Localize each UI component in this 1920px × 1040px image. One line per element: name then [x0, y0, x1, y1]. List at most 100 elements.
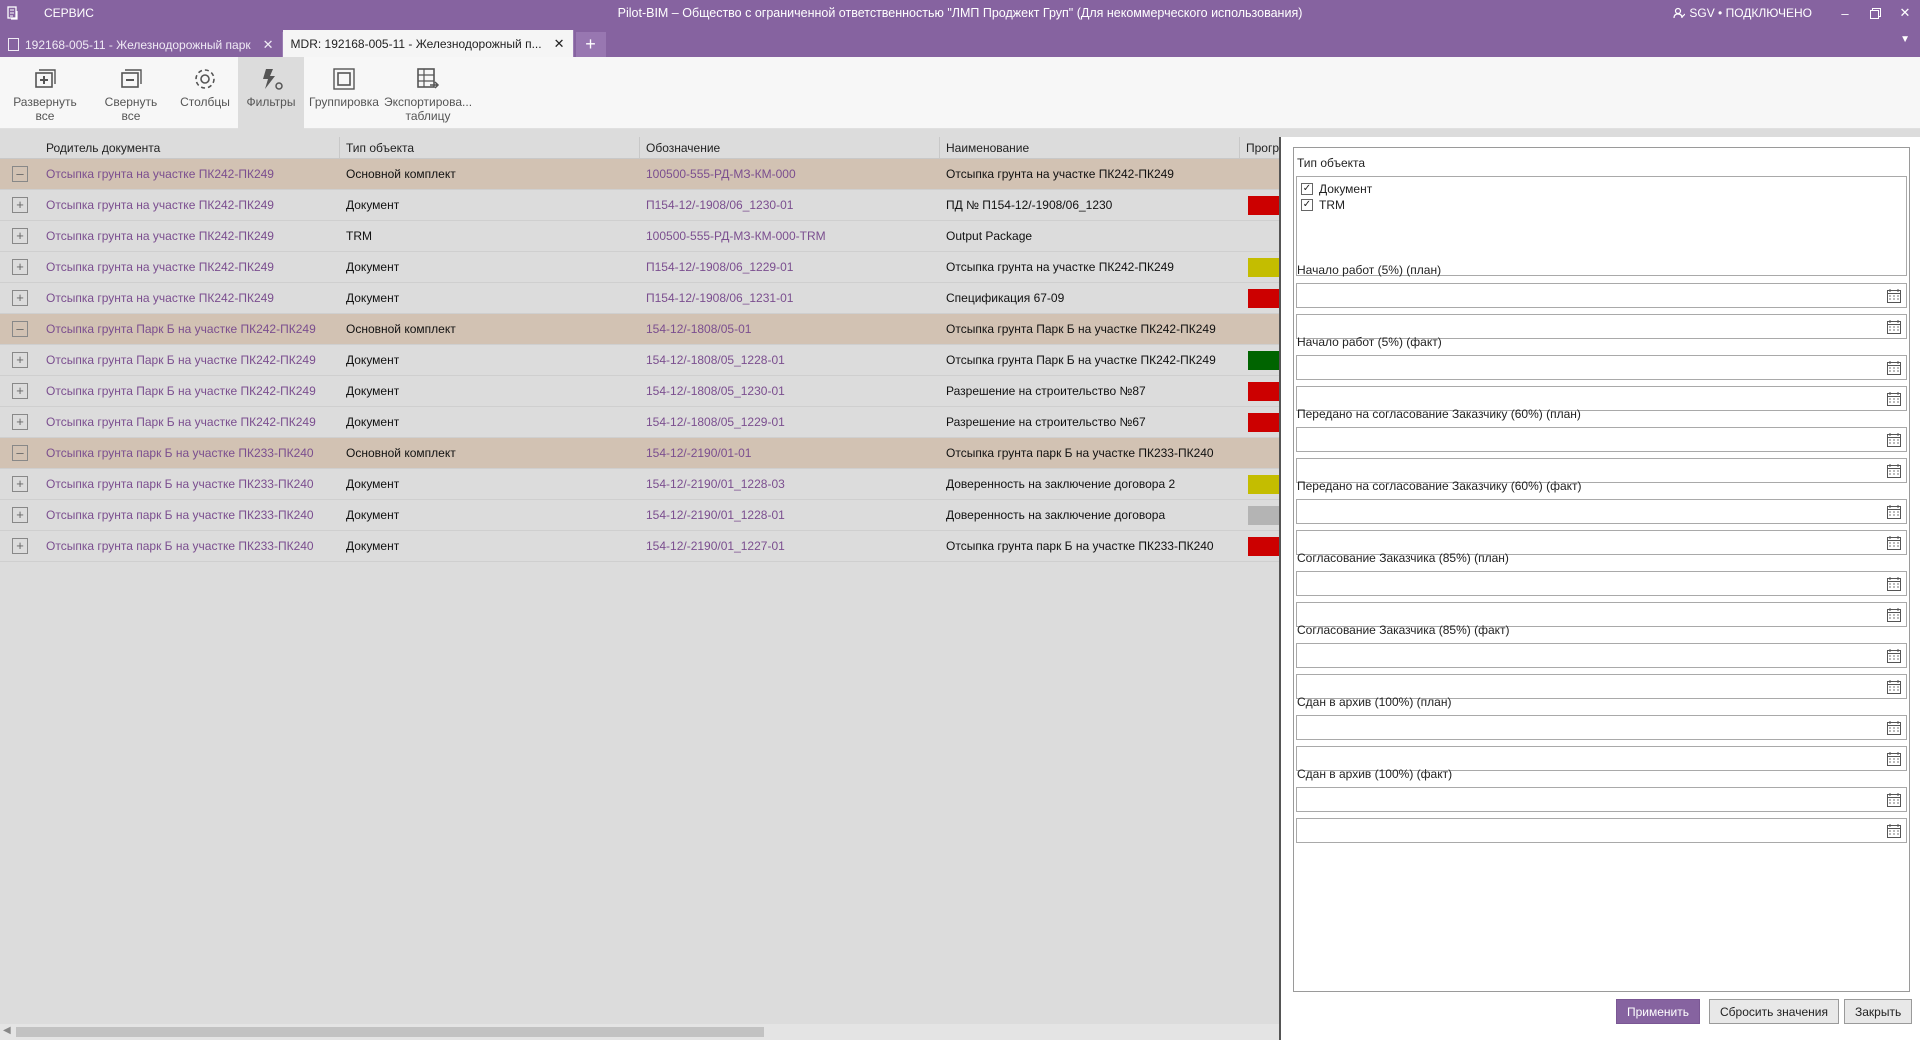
header-parent[interactable]: Родитель документа [40, 137, 340, 158]
cell-parent[interactable]: Отсыпка грунта парк Б на участке ПК233-П… [46, 539, 314, 553]
header-progress[interactable]: Прогр [1246, 141, 1279, 155]
expand-icon[interactable]: + [12, 259, 28, 275]
calendar-icon[interactable] [1886, 607, 1902, 623]
expand-icon[interactable]: + [12, 414, 28, 430]
row-expander[interactable]: + [0, 228, 40, 244]
cell-parent[interactable]: Отсыпка грунта Парк Б на участке ПК242-П… [46, 322, 316, 336]
date-from-input[interactable] [1296, 787, 1907, 812]
close-button[interactable]: Закрыть [1844, 999, 1913, 1024]
table-row[interactable]: + Отсыпка грунта парк Б на участке ПК233-… [0, 531, 1279, 562]
header-code[interactable]: Обозначение [640, 137, 940, 158]
cell-code[interactable]: П154-12/-1908/06_1229-01 [646, 260, 794, 274]
row-expander[interactable]: + [0, 197, 40, 213]
table-row[interactable]: + Отсыпка грунта Парк Б на участке ПК242-… [0, 407, 1279, 438]
table-row[interactable]: – Отсыпка грунта парк Б на участке ПК233-… [0, 438, 1279, 469]
date-to-input[interactable] [1296, 818, 1907, 843]
export-table-button[interactable]: Экспортирова... таблицу [384, 57, 472, 129]
date-from-input[interactable] [1296, 427, 1907, 452]
cell-parent[interactable]: Отсыпка грунта Парк Б на участке ПК242-П… [46, 415, 316, 429]
collapse-icon[interactable]: – [12, 321, 28, 337]
cell-code[interactable]: 100500-555-РД-МЗ-КМ-000-TRM [646, 229, 826, 243]
cell-code[interactable]: 154-12/-2190/01_1228-03 [646, 477, 785, 491]
row-expander[interactable]: + [0, 352, 40, 368]
calendar-icon[interactable] [1886, 288, 1902, 304]
cell-code[interactable]: 154-12/-2190/01_1228-01 [646, 508, 785, 522]
horizontal-scrollbar[interactable]: ◀ [0, 1024, 1279, 1040]
table-row[interactable]: – Отсыпка грунта на участке ПК242-ПК249 Ос… [0, 159, 1279, 190]
cell-code[interactable]: 154-12/-1808/05_1228-01 [646, 353, 785, 367]
restore-button[interactable] [1860, 0, 1890, 26]
table-row[interactable]: + Отсыпка грунта на участке ПК242-ПК249 TR… [0, 221, 1279, 252]
cell-code[interactable]: П154-12/-1908/06_1231-01 [646, 291, 794, 305]
calendar-icon[interactable] [1886, 504, 1902, 520]
cell-code[interactable]: 154-12/-2190/01_1227-01 [646, 539, 785, 553]
cell-parent[interactable]: Отсыпка грунта Парк Б на участке ПК242-П… [46, 384, 316, 398]
columns-button[interactable]: Столбцы [172, 57, 238, 129]
cell-parent[interactable]: Отсыпка грунта парк Б на участке ПК233-П… [46, 446, 314, 460]
calendar-icon[interactable] [1886, 535, 1902, 551]
date-to-input[interactable] [1296, 386, 1907, 411]
expand-all-button[interactable]: Развернуть все [0, 57, 90, 129]
expand-icon[interactable]: + [12, 228, 28, 244]
calendar-icon[interactable] [1886, 319, 1902, 335]
table-row[interactable]: + Отсыпка грунта на участке ПК242-ПК249 До… [0, 190, 1279, 221]
header-type[interactable]: Тип объекта [340, 137, 640, 158]
table-row[interactable]: + Отсыпка грунта парк Б на участке ПК233-… [0, 500, 1279, 531]
table-row[interactable]: + Отсыпка грунта на участке ПК242-ПК249 До… [0, 252, 1279, 283]
cell-parent[interactable]: Отсыпка грунта на участке ПК242-ПК249 [46, 260, 274, 274]
collapse-icon[interactable]: – [12, 445, 28, 461]
date-to-input[interactable] [1296, 674, 1907, 699]
grouping-button[interactable]: Группировка [304, 57, 384, 129]
date-to-input[interactable] [1296, 314, 1907, 339]
cell-code[interactable]: 154-12/-1808/05_1229-01 [646, 415, 785, 429]
table-row[interactable]: – Отсыпка грунта Парк Б на участке ПК242-… [0, 314, 1279, 345]
date-to-input[interactable] [1296, 746, 1907, 771]
minimize-button[interactable]: – [1841, 5, 1849, 21]
collapse-all-button[interactable]: Свернуть все [90, 57, 172, 129]
calendar-icon[interactable] [1886, 360, 1902, 376]
row-expander[interactable]: + [0, 414, 40, 430]
tabs-dropdown-icon[interactable]: ▼ [1900, 34, 1910, 45]
expand-icon[interactable]: + [12, 352, 28, 368]
calendar-icon[interactable] [1886, 463, 1902, 479]
close-tab-icon[interactable]: ✕ [553, 35, 565, 51]
cell-parent[interactable]: Отсыпка грунта на участке ПК242-ПК249 [46, 198, 274, 212]
expand-icon[interactable]: + [12, 290, 28, 306]
expand-icon[interactable]: + [12, 476, 28, 492]
cell-code[interactable]: П154-12/-1908/06_1230-01 [646, 198, 794, 212]
table-row[interactable]: + Отсыпка грунта на участке ПК242-ПК249 До… [0, 283, 1279, 314]
cell-parent[interactable]: Отсыпка грунта Парк Б на участке ПК242-П… [46, 353, 316, 367]
cell-code[interactable]: 154-12/-1808/05-01 [646, 322, 752, 336]
calendar-icon[interactable] [1886, 576, 1902, 592]
checkbox[interactable]: ✓ [1301, 199, 1313, 211]
row-expander[interactable]: – [0, 166, 40, 182]
expand-icon[interactable]: + [12, 197, 28, 213]
cell-parent[interactable]: Отсыпка грунта на участке ПК242-ПК249 [46, 229, 274, 243]
cell-parent[interactable]: Отсыпка грунта на участке ПК242-ПК249 [46, 291, 274, 305]
type-option-document[interactable]: ✓ Документ [1301, 181, 1902, 197]
close-window-button[interactable]: ✕ [1899, 5, 1911, 20]
date-from-input[interactable] [1296, 571, 1907, 596]
date-from-input[interactable] [1296, 355, 1907, 380]
collapse-icon[interactable]: – [12, 166, 28, 182]
date-from-input[interactable] [1296, 283, 1907, 308]
date-to-input[interactable] [1296, 530, 1907, 555]
menu-service[interactable]: СЕРВИС [44, 6, 94, 20]
calendar-icon[interactable] [1886, 679, 1902, 695]
calendar-icon[interactable] [1886, 792, 1902, 808]
row-expander[interactable]: – [0, 445, 40, 461]
table-row[interactable]: + Отсыпка грунта парк Б на участке ПК233-… [0, 469, 1279, 500]
date-from-input[interactable] [1296, 499, 1907, 524]
date-from-input[interactable] [1296, 643, 1907, 668]
row-expander[interactable]: – [0, 321, 40, 337]
expand-icon[interactable]: + [12, 507, 28, 523]
calendar-icon[interactable] [1886, 391, 1902, 407]
scrollbar-thumb[interactable] [16, 1027, 764, 1037]
calendar-icon[interactable] [1886, 720, 1902, 736]
filters-button[interactable]: Фильтры [238, 57, 304, 129]
connection-status[interactable]: SGV • ПОДКЛЮЧЕНО [1673, 6, 1812, 20]
calendar-icon[interactable] [1886, 751, 1902, 767]
row-expander[interactable]: + [0, 507, 40, 523]
row-expander[interactable]: + [0, 538, 40, 554]
cell-parent[interactable]: Отсыпка грунта на участке ПК242-ПК249 [46, 167, 274, 181]
